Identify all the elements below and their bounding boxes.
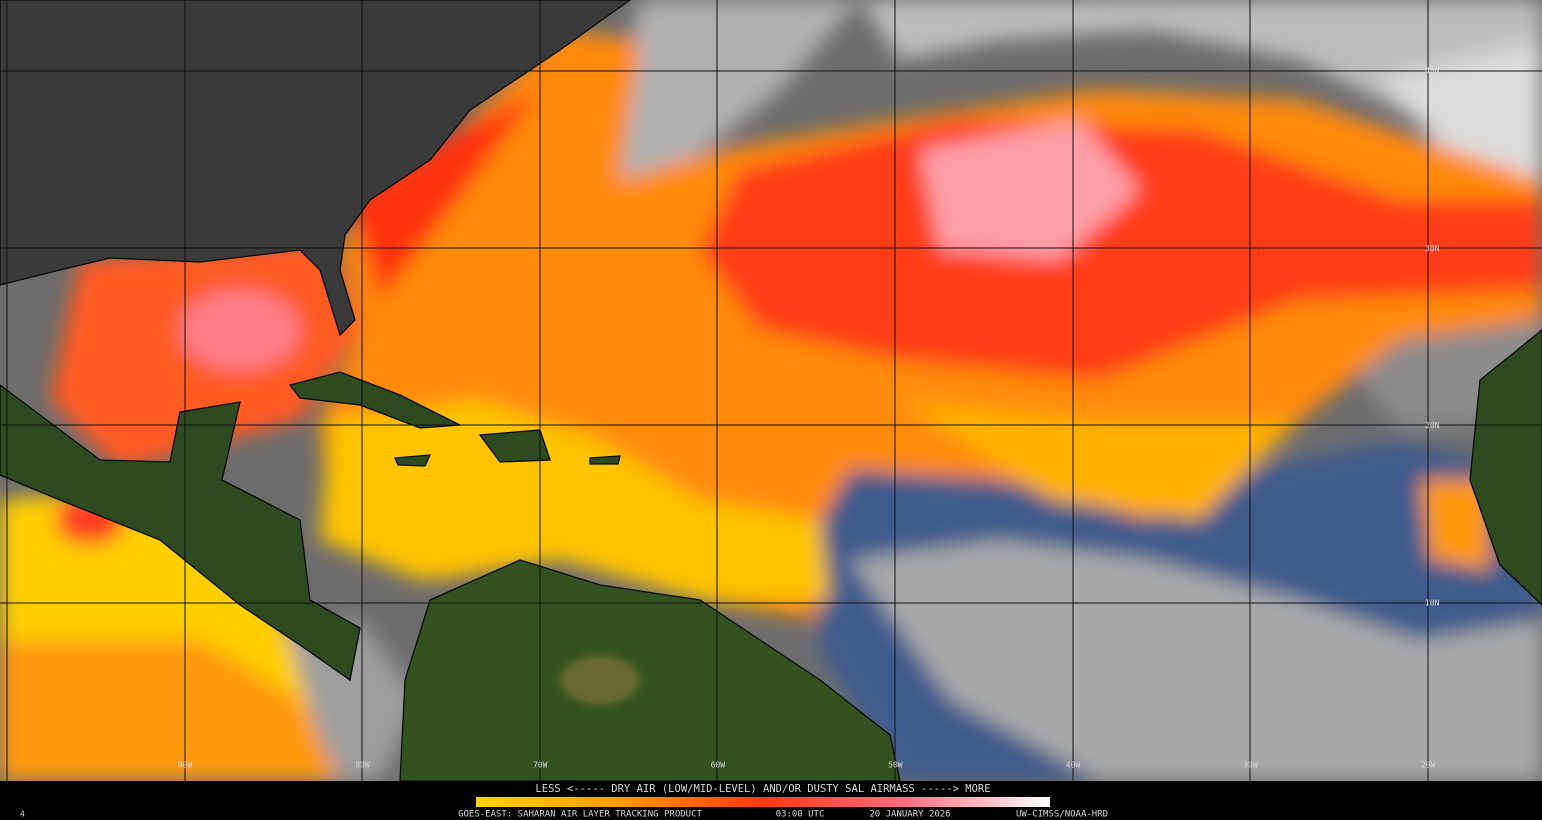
time-label: 03:00 UTC [776, 810, 825, 820]
longitude-label: 30W [1243, 761, 1258, 770]
longitude-label: 90W [178, 761, 193, 770]
latitude-label: 30N [1425, 244, 1440, 253]
longitude-label: 40W [1066, 761, 1081, 770]
legend-text: LESS <----- DRY AIR (LOW/MID-LEVEL) AND/… [535, 783, 990, 795]
legend-color-scale [476, 797, 1050, 807]
latitude-label: 40N [1425, 67, 1440, 76]
longitude-label: 20W [1421, 761, 1436, 770]
longitude-label: 80W [355, 761, 370, 770]
satellite-imagery [0, 0, 1542, 781]
longitude-label: 60W [711, 761, 726, 770]
longitude-label: 50W [888, 761, 903, 770]
land [0, 0, 1542, 781]
longitude-label: 70W [533, 761, 548, 770]
credit-label: UW-CIMSS/NOAA-HRD [1016, 810, 1108, 820]
latitude-label: 10N [1425, 598, 1440, 607]
grid [0, 0, 1542, 781]
product-name: GOES-EAST: SAHARAN AIR LAYER TRACKING PR… [458, 810, 702, 820]
date-label: 20 JANUARY 2026 [869, 810, 950, 820]
latitude-labels: 40N 30N 20N 10N [1425, 67, 1440, 608]
corner-label: 4 [20, 810, 25, 819]
latitude-label: 20N [1425, 421, 1440, 430]
longitude-labels: 90W 80W 70W 60W 50W 40W 30W 20W [178, 761, 1436, 770]
